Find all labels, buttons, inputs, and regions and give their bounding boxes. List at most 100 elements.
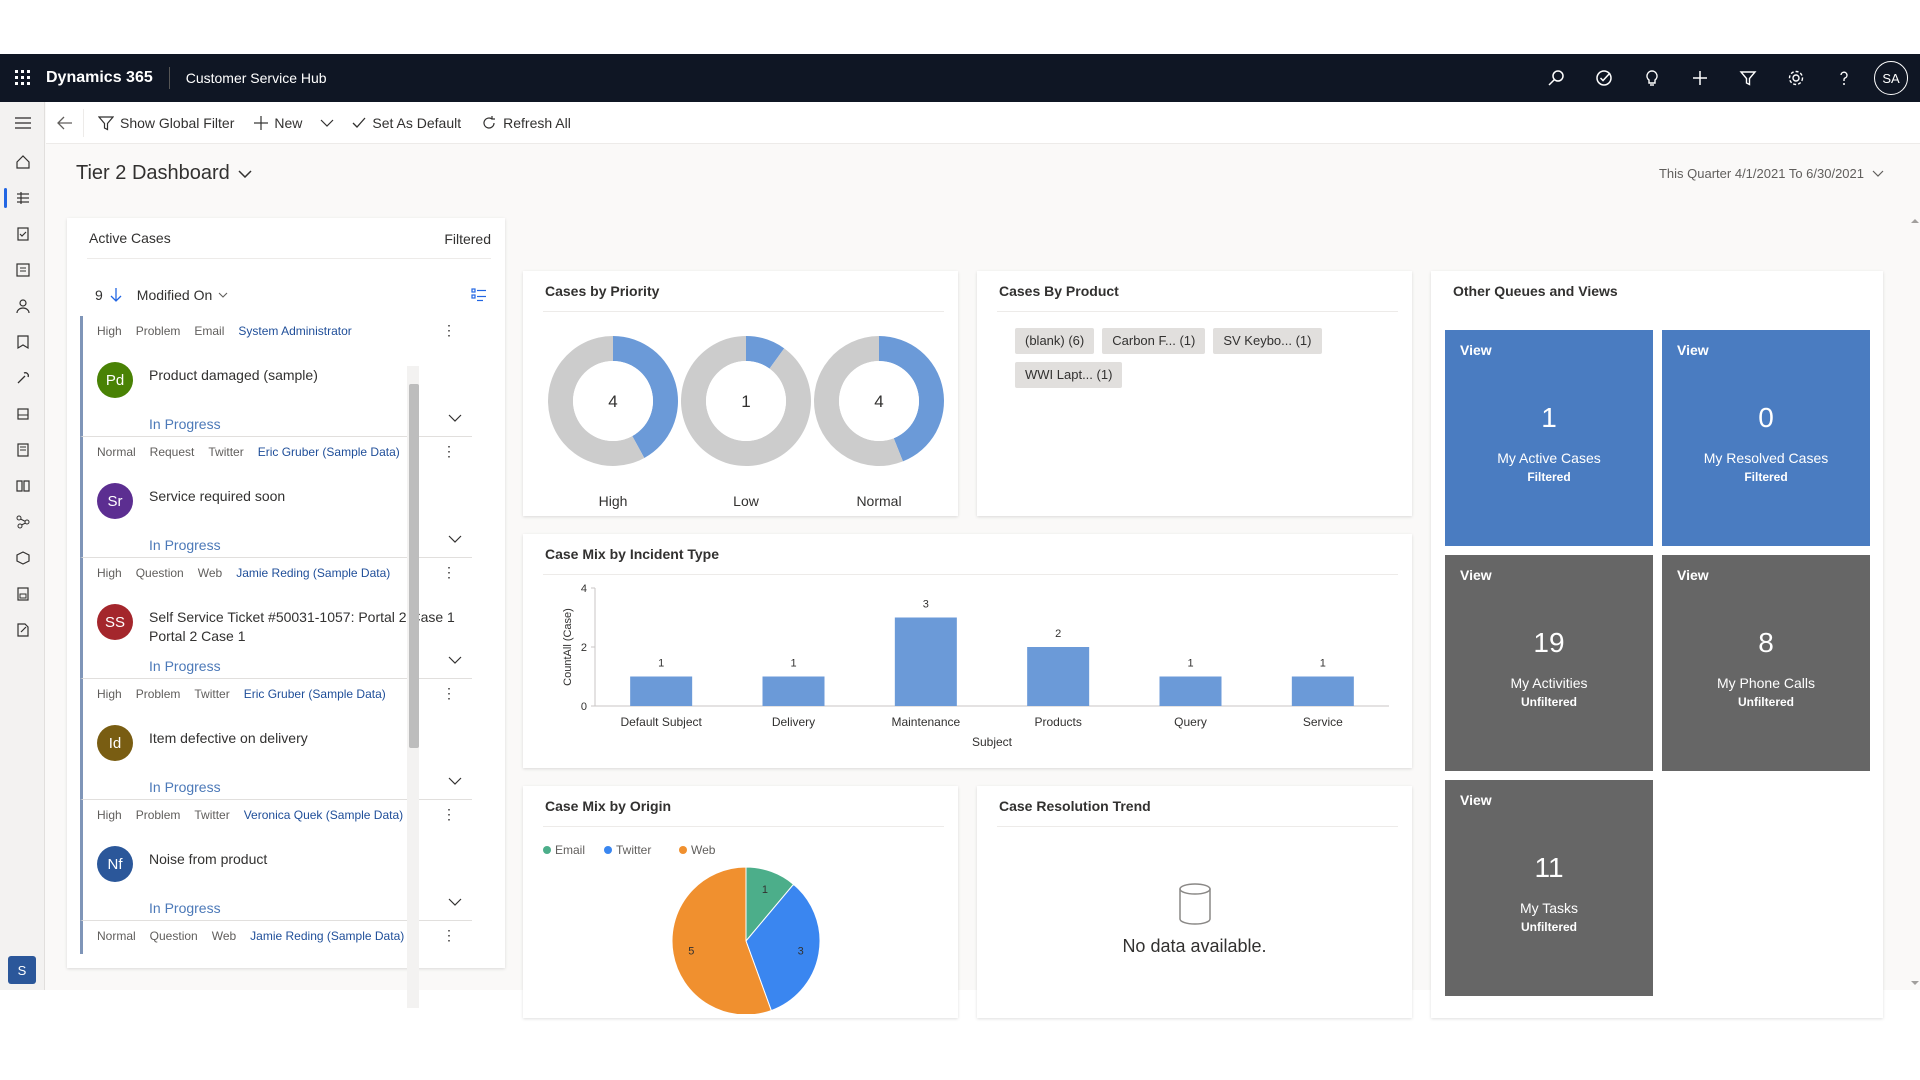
contacts-icon[interactable] [0, 288, 45, 324]
dashboards-icon[interactable] [0, 180, 45, 216]
articles-icon[interactable] [0, 468, 45, 504]
case-row[interactable]: Normal Question Web Jamie Reding (Sample Da… [80, 921, 472, 954]
case-owner-link[interactable]: System Administrator [238, 324, 352, 338]
lightbulb-icon[interactable] [1628, 54, 1676, 102]
hamburger-icon[interactable] [0, 102, 45, 144]
origin-panel: Case Mix by Origin Email Twitter Web 1 3 5 [523, 786, 958, 1018]
case-title-link[interactable]: Item defective on delivery [149, 729, 459, 748]
case-list: High Problem Email System Administrator ⋮ Pd P… [80, 316, 472, 954]
user-avatar[interactable]: SA [1874, 61, 1908, 95]
queues-icon[interactable] [0, 396, 45, 432]
plus-icon[interactable] [1676, 54, 1724, 102]
show-global-filter-button[interactable]: Show Global Filter [84, 102, 244, 144]
task-icon[interactable] [1580, 54, 1628, 102]
case-owner-link[interactable]: Jamie Reding (Sample Data) [250, 929, 405, 943]
timeframe-selector[interactable]: This Quarter 4/1/2021 To 6/30/2021 [1659, 166, 1884, 181]
expand-chevron-icon[interactable] [448, 777, 462, 785]
area-switcher[interactable]: S [8, 956, 36, 984]
case-row[interactable]: High Problem Twitter Eric Gruber (Sample Da… [80, 679, 472, 800]
x-tick-label: Products [1034, 715, 1081, 729]
more-options-icon[interactable]: ⋮ [442, 685, 456, 701]
new-button[interactable]: New [244, 102, 312, 144]
filter-icon[interactable] [1724, 54, 1772, 102]
case-title-link[interactable]: Noise from product [149, 850, 459, 869]
search-icon[interactable] [1532, 54, 1580, 102]
new-dropdown-button[interactable] [312, 102, 342, 144]
expand-chevron-icon[interactable] [448, 414, 462, 422]
expand-chevron-icon[interactable] [448, 535, 462, 543]
more-options-icon[interactable]: ⋮ [442, 806, 456, 822]
activities-icon[interactable] [0, 216, 45, 252]
products-icon[interactable] [0, 540, 45, 576]
case-row[interactable]: High Problem Twitter Veronica Quek (Sample … [80, 800, 472, 921]
case-title-link[interactable]: Service required soon [149, 487, 459, 506]
help-icon[interactable] [1820, 54, 1868, 102]
case-origin: Web [211, 929, 237, 943]
more-options-icon[interactable]: ⋮ [442, 443, 456, 459]
expand-chevron-icon[interactable] [448, 656, 462, 664]
dashboard-selector[interactable]: Tier 2 Dashboard [76, 162, 252, 185]
queue-tile[interactable]: View 8 My Phone Calls Unfiltered [1662, 555, 1870, 771]
more-options-icon[interactable]: ⋮ [442, 564, 456, 580]
cases-icon[interactable] [0, 360, 45, 396]
app-name[interactable]: Customer Service Hub [185, 70, 327, 86]
back-button[interactable] [46, 108, 84, 137]
y-tick-label: 4 [581, 583, 587, 595]
page-scrollbar[interactable] [1906, 198, 1920, 990]
tile-view-label[interactable]: View [1460, 342, 1492, 358]
other-icon[interactable] [0, 612, 45, 648]
more-options-icon[interactable]: ⋮ [442, 927, 456, 943]
gear-icon[interactable] [1772, 54, 1820, 102]
case-row[interactable]: High Problem Email System Administrator ⋮ Pd P… [80, 316, 472, 437]
refresh-all-button[interactable]: Refresh All [471, 102, 581, 144]
expand-chevron-icon[interactable] [448, 898, 462, 906]
case-avatar: Nf [97, 846, 133, 882]
list-scrollbar-thumb[interactable] [409, 384, 419, 748]
accounts-icon[interactable] [0, 252, 45, 288]
scroll-down-icon[interactable] [1908, 978, 1920, 988]
reports-icon[interactable] [0, 576, 45, 612]
case-meta: High Question Web Jamie Reding (Sample Data… [97, 566, 390, 580]
case-owner-link[interactable]: Eric Gruber (Sample Data) [257, 445, 400, 459]
set-as-default-button[interactable]: Set As Default [342, 102, 471, 144]
divider [997, 826, 1398, 827]
queue-tile[interactable]: View 19 My Activities Unfiltered [1445, 555, 1653, 771]
social-profiles-icon[interactable] [0, 324, 45, 360]
entitlements-icon[interactable] [0, 504, 45, 540]
queue-tile[interactable]: View 1 My Active Cases Filtered [1445, 330, 1653, 546]
bar [1027, 647, 1090, 706]
case-owner-link[interactable]: Eric Gruber (Sample Data) [243, 687, 386, 701]
case-owner-link[interactable]: Jamie Reding (Sample Data) [236, 566, 391, 580]
case-row[interactable]: Normal Request Twitter Eric Gruber (Sample … [80, 437, 472, 558]
tile-view-label[interactable]: View [1677, 342, 1709, 358]
knowledge-icon[interactable] [0, 432, 45, 468]
sort-field-selector[interactable]: Modified On [137, 287, 228, 303]
no-data-message: No data available. [1122, 936, 1267, 956]
case-owner-link[interactable]: Veronica Quek (Sample Data) [243, 808, 404, 822]
top-navigation-bar: Dynamics 365 Customer Service Hub [0, 54, 1920, 102]
scroll-up-icon[interactable] [1908, 216, 1920, 226]
more-options-icon[interactable]: ⋮ [442, 322, 456, 338]
app-launcher-icon[interactable] [0, 54, 46, 102]
tile-view-label[interactable]: View [1460, 567, 1492, 583]
tile-view-label[interactable]: View [1460, 792, 1492, 808]
tile-view-label[interactable]: View [1677, 567, 1709, 583]
queue-tile[interactable]: View 11 My Tasks Unfiltered [1445, 780, 1653, 996]
case-title-link[interactable]: Self Service Ticket #50031-1057: Portal … [149, 608, 459, 646]
back-arrow-icon [56, 116, 72, 129]
dashboard-title: Tier 2 Dashboard [76, 162, 230, 184]
product-tag[interactable]: WWI Lapt... (1) [1015, 362, 1123, 388]
view-options-icon[interactable] [471, 288, 487, 302]
divider [997, 311, 1398, 312]
chevron-down-icon [238, 169, 252, 178]
sort-descending-icon[interactable] [109, 287, 123, 303]
product-tag[interactable]: Carbon F... (1) [1102, 328, 1206, 354]
home-icon[interactable] [0, 144, 45, 180]
case-row[interactable]: High Question Web Jamie Reding (Sample Data… [80, 558, 472, 679]
queue-tile[interactable]: View 0 My Resolved Cases Filtered [1662, 330, 1870, 546]
brand-name[interactable]: Dynamics 365 [46, 67, 170, 89]
product-tag[interactable]: SV Keybo... (1) [1213, 328, 1322, 354]
case-title-link[interactable]: Product damaged (sample) [149, 366, 459, 385]
case-type: Problem [135, 324, 181, 338]
product-tag[interactable]: (blank) (6) [1015, 328, 1095, 354]
